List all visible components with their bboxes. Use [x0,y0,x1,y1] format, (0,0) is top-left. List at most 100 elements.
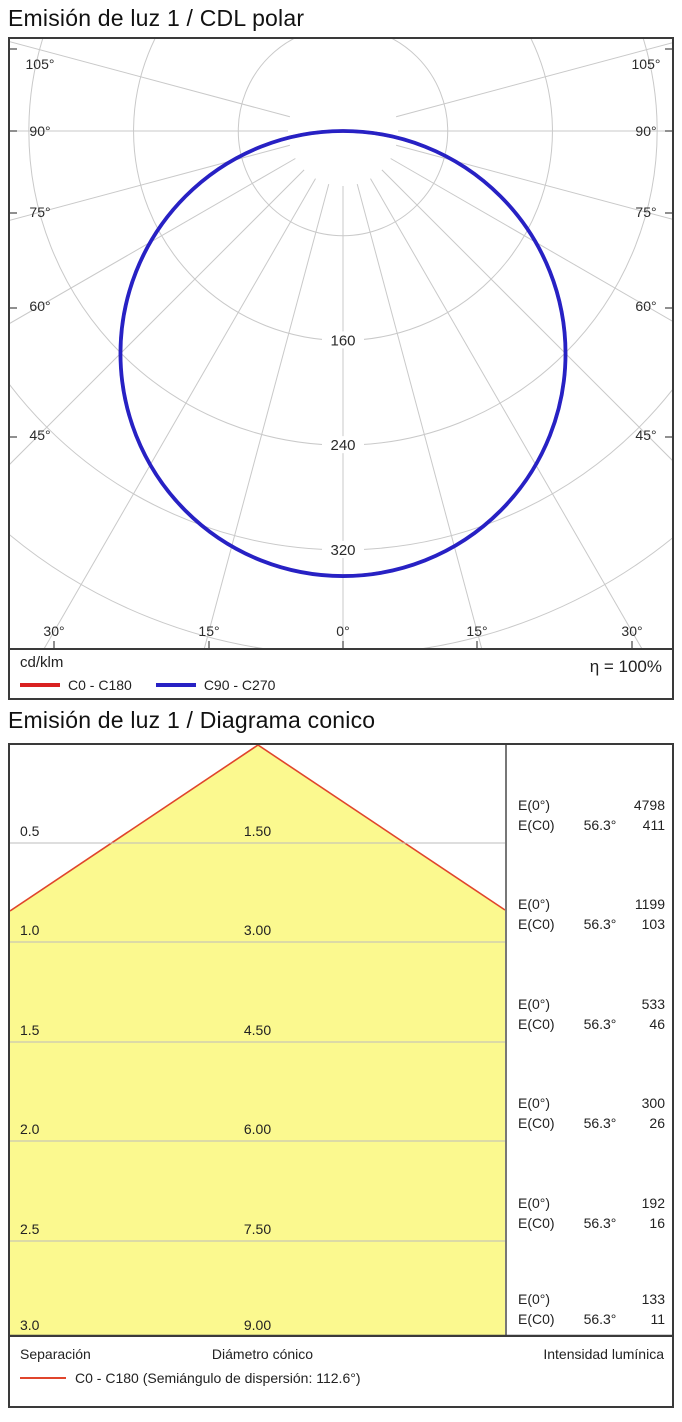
angle-label-bottom: 0° [336,623,349,639]
e0-row: E(0°) 133 [518,1289,665,1309]
diameter-label: 6.00 [243,1121,272,1137]
ec0-value: 46 [649,1016,665,1032]
polar-plot: 160 240 320 105° 105° 90° 90° 75° 75° 60° 60° 45° 45… [10,39,672,648]
angle-label-left: 90° [29,123,50,139]
ec0-angle: 56.3° [583,916,617,932]
ec0-angle: 56.3° [583,1115,617,1131]
cone-section-title: Emisión de luz 1 / Diagrama conico [8,707,376,733]
ec0-angle: 56.3° [583,1311,617,1327]
ec0-row: E(C0) 56.3° 11 [518,1309,665,1329]
ec0-angle: 56.3° [583,1016,617,1032]
ring-label: 160 [330,332,355,349]
e0-angle-spacer [572,894,628,914]
illuminance-block: E(0°) 300 E(C0) 56.3° 26 [518,1093,665,1133]
legend-label-c90: C90 - C270 [203,677,276,693]
angle-label-right: 90° [635,123,656,139]
ec0-label: E(C0) [518,1115,555,1131]
angle-label-bottom: 15° [198,623,219,639]
angle-label-right: 45° [635,427,656,443]
illuminance-block: E(0°) 192 E(C0) 56.3° 16 [518,1193,665,1233]
polar-grid-line [10,169,305,465]
cone-beam-area [10,745,505,1337]
ec0-value: 411 [642,817,665,833]
ring-label-bg [322,540,364,558]
ec0-value: 11 [650,1311,665,1327]
ec0-angle: 56.3° [583,817,617,833]
separation-label: 1.0 [20,922,40,938]
polar-curves [118,129,568,578]
polar-grid-line [356,183,483,648]
diameter-label: 7.50 [243,1221,272,1237]
e0-row: E(0°) 300 [518,1093,665,1113]
e0-angle-spacer [572,1093,628,1113]
cone-edge-right [257,745,506,911]
ring-label: 240 [330,437,355,454]
e0-value: 133 [641,1291,665,1307]
cone-legend-line-swatch [20,1377,66,1379]
diameter-label: 1.50 [243,823,272,839]
angle-label-left: 60° [29,298,50,314]
e0-angle-spacer [572,795,628,815]
e0-label: E(0°) [518,1095,551,1111]
polar-grid-line [370,178,643,648]
cone-edge-left [10,745,259,912]
legend-label-c0: C0 - C180 [68,677,132,693]
illuminance-block: E(0°) 1199 E(C0) 56.3° 103 [518,894,665,934]
polar-grid-ring [10,384,672,551]
cone-footer: Separación Diámetro cónico Intensidad lu… [10,1337,672,1404]
legend-item-c90: C90 - C270 [155,677,276,693]
polar-chart-box: 160 240 320 105° 105° 90° 90° 75° 75° 60° 60° 45° 45… [8,37,674,700]
polar-grid-line [43,178,316,648]
e0-row: E(0°) 192 [518,1193,665,1213]
polar-legend-items: C0 - C180 C90 - C270 [20,677,275,693]
e0-value: 192 [641,1195,665,1211]
diameter-label: 9.00 [243,1317,272,1333]
ec0-label: E(C0) [518,1215,555,1231]
polar-grid-line [10,41,291,118]
ec0-row: E(C0) 56.3° 103 [518,914,665,934]
cone-chart-box: 0.5 1.50 E(0°) 4798 E(C0) 56.3° 411 1.0 3.00 E(0°… [8,743,674,1408]
e0-row: E(0°) 1199 [518,894,665,914]
illuminance-block: E(0°) 133 E(C0) 56.3° 11 [518,1289,665,1329]
e0-value: 4798 [633,797,665,813]
polar-grid-line [395,144,672,220]
e0-label: E(0°) [518,896,551,912]
angle-label-left: 75° [29,204,50,220]
e0-angle-spacer [572,1289,628,1309]
ec0-row: E(C0) 56.3° 411 [518,815,665,835]
angle-label-bottom: 15° [466,623,487,639]
polar-grid-line [10,144,291,221]
c90-c270-curve [118,129,568,578]
cone-legend: C0 - C180 (Semiángulo de dispersión: 112… [20,1370,361,1386]
diameter-label: 4.50 [243,1022,272,1038]
angle-label-right: 75° [635,204,656,220]
ec0-row: E(C0) 56.3° 26 [518,1113,665,1133]
ec0-label: E(C0) [518,916,555,932]
polar-grid-line [10,158,296,324]
cone-legend-label: C0 - C180 (Semiángulo de dispersión: 112… [75,1370,361,1386]
angle-label-bottom: 30° [43,623,64,639]
legend-item-c0: C0 - C180 [20,677,132,693]
polar-section-title: Emisión de luz 1 / CDL polar [8,5,305,31]
e0-label: E(0°) [518,797,551,813]
e0-label: E(0°) [518,996,551,1012]
polar-legend: cd/klm η = 100% C0 - C180 C90 - C270 [10,648,672,698]
cone-rows: 0.5 1.50 E(0°) 4798 E(C0) 56.3° 411 1.0 3.00 E(0°… [10,745,672,1339]
illuminance-block: E(0°) 4798 E(C0) 56.3° 411 [518,795,665,835]
footer-intensity-label: Intensidad lumínica [543,1346,664,1362]
ec0-value: 26 [649,1115,665,1131]
separation-label: 2.5 [20,1221,40,1237]
angle-label-bottom: 30° [621,623,642,639]
e0-label: E(0°) [518,1291,551,1307]
ec0-label: E(C0) [518,817,555,833]
unit-label: cd/klm [20,654,64,671]
polar-grid-line [390,158,672,322]
footer-separation-label: Separación [20,1346,91,1362]
ec0-label: E(C0) [518,1016,555,1032]
cone-plot [10,745,672,1338]
ec0-row: E(C0) 56.3° 46 [518,1014,665,1034]
e0-angle-spacer [572,994,628,1014]
ring-label: 320 [330,542,355,559]
angle-label-right: 60° [635,298,656,314]
angle-label-left: 105° [26,56,55,72]
